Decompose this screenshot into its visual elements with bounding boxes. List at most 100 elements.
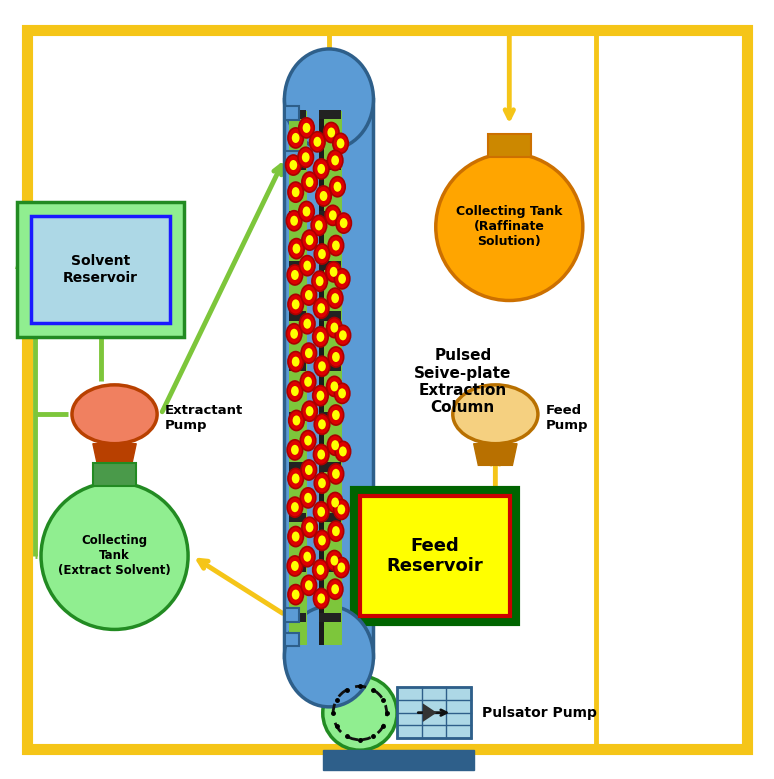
Ellipse shape — [334, 182, 341, 192]
Bar — [319, 513, 324, 522]
Bar — [285, 106, 299, 120]
Text: Feed
Pump: Feed Pump — [546, 404, 588, 432]
Bar — [289, 563, 306, 572]
Ellipse shape — [338, 273, 346, 284]
Ellipse shape — [330, 382, 338, 391]
Ellipse shape — [325, 206, 341, 225]
Ellipse shape — [285, 606, 373, 707]
Bar — [289, 160, 306, 170]
Ellipse shape — [292, 590, 300, 600]
Bar — [324, 613, 341, 622]
Ellipse shape — [292, 531, 300, 541]
Bar — [324, 261, 341, 270]
Ellipse shape — [332, 469, 340, 479]
Ellipse shape — [289, 160, 297, 170]
Ellipse shape — [328, 235, 344, 256]
Ellipse shape — [317, 449, 325, 460]
Ellipse shape — [327, 435, 343, 455]
Ellipse shape — [299, 202, 314, 221]
Ellipse shape — [327, 376, 342, 397]
Ellipse shape — [313, 502, 329, 522]
Ellipse shape — [324, 122, 339, 143]
Ellipse shape — [291, 502, 299, 512]
Bar — [285, 99, 373, 657]
Ellipse shape — [318, 249, 326, 259]
Bar — [319, 110, 324, 119]
Ellipse shape — [313, 159, 329, 179]
Text: Feed
Reservoir: Feed Reservoir — [387, 537, 483, 576]
Ellipse shape — [337, 562, 345, 573]
Ellipse shape — [327, 150, 343, 171]
Ellipse shape — [303, 552, 311, 562]
Ellipse shape — [314, 530, 330, 551]
Ellipse shape — [327, 492, 343, 513]
Ellipse shape — [328, 521, 344, 541]
Bar — [319, 462, 324, 471]
Ellipse shape — [327, 579, 343, 599]
Ellipse shape — [314, 473, 330, 493]
Ellipse shape — [286, 155, 301, 175]
Bar — [324, 361, 341, 371]
Circle shape — [436, 153, 583, 301]
Ellipse shape — [300, 431, 316, 450]
Bar — [324, 160, 341, 170]
Ellipse shape — [313, 298, 329, 319]
Ellipse shape — [288, 128, 303, 148]
Bar — [324, 563, 341, 572]
Ellipse shape — [331, 584, 339, 594]
Bar — [289, 361, 306, 371]
Ellipse shape — [331, 155, 339, 165]
Bar — [324, 210, 341, 220]
Bar — [289, 261, 306, 270]
Ellipse shape — [291, 386, 299, 396]
Ellipse shape — [330, 177, 345, 197]
Bar — [93, 463, 136, 486]
Polygon shape — [474, 444, 517, 465]
Bar — [289, 513, 306, 522]
Ellipse shape — [286, 210, 302, 231]
Bar — [323, 750, 474, 770]
Ellipse shape — [316, 186, 331, 206]
Ellipse shape — [315, 220, 323, 231]
Bar — [319, 210, 324, 220]
Ellipse shape — [330, 555, 338, 566]
Ellipse shape — [289, 238, 304, 259]
Ellipse shape — [306, 235, 313, 245]
Bar — [289, 210, 306, 220]
Bar — [18, 202, 184, 337]
Bar — [324, 312, 341, 321]
Ellipse shape — [293, 415, 300, 425]
Polygon shape — [423, 703, 437, 722]
Bar — [319, 361, 324, 371]
Ellipse shape — [301, 343, 317, 363]
Ellipse shape — [336, 213, 351, 233]
Polygon shape — [93, 444, 136, 465]
Ellipse shape — [302, 152, 310, 162]
Ellipse shape — [327, 551, 342, 570]
Bar — [324, 412, 341, 421]
Ellipse shape — [300, 256, 315, 276]
Ellipse shape — [300, 547, 315, 567]
Circle shape — [41, 482, 188, 629]
Ellipse shape — [291, 445, 299, 455]
Ellipse shape — [334, 499, 349, 520]
Ellipse shape — [288, 351, 303, 372]
Ellipse shape — [302, 172, 317, 192]
Bar — [324, 110, 341, 119]
Ellipse shape — [313, 445, 329, 464]
Ellipse shape — [318, 419, 326, 429]
Ellipse shape — [326, 262, 341, 282]
Bar — [285, 633, 299, 647]
Ellipse shape — [333, 133, 348, 153]
Ellipse shape — [328, 347, 344, 367]
Ellipse shape — [292, 133, 300, 143]
Ellipse shape — [310, 132, 325, 152]
Ellipse shape — [313, 386, 328, 406]
Ellipse shape — [313, 327, 328, 347]
Ellipse shape — [304, 377, 312, 387]
Bar — [319, 412, 324, 421]
Ellipse shape — [287, 381, 303, 401]
Ellipse shape — [288, 182, 303, 203]
Ellipse shape — [317, 507, 325, 516]
Ellipse shape — [312, 271, 327, 291]
